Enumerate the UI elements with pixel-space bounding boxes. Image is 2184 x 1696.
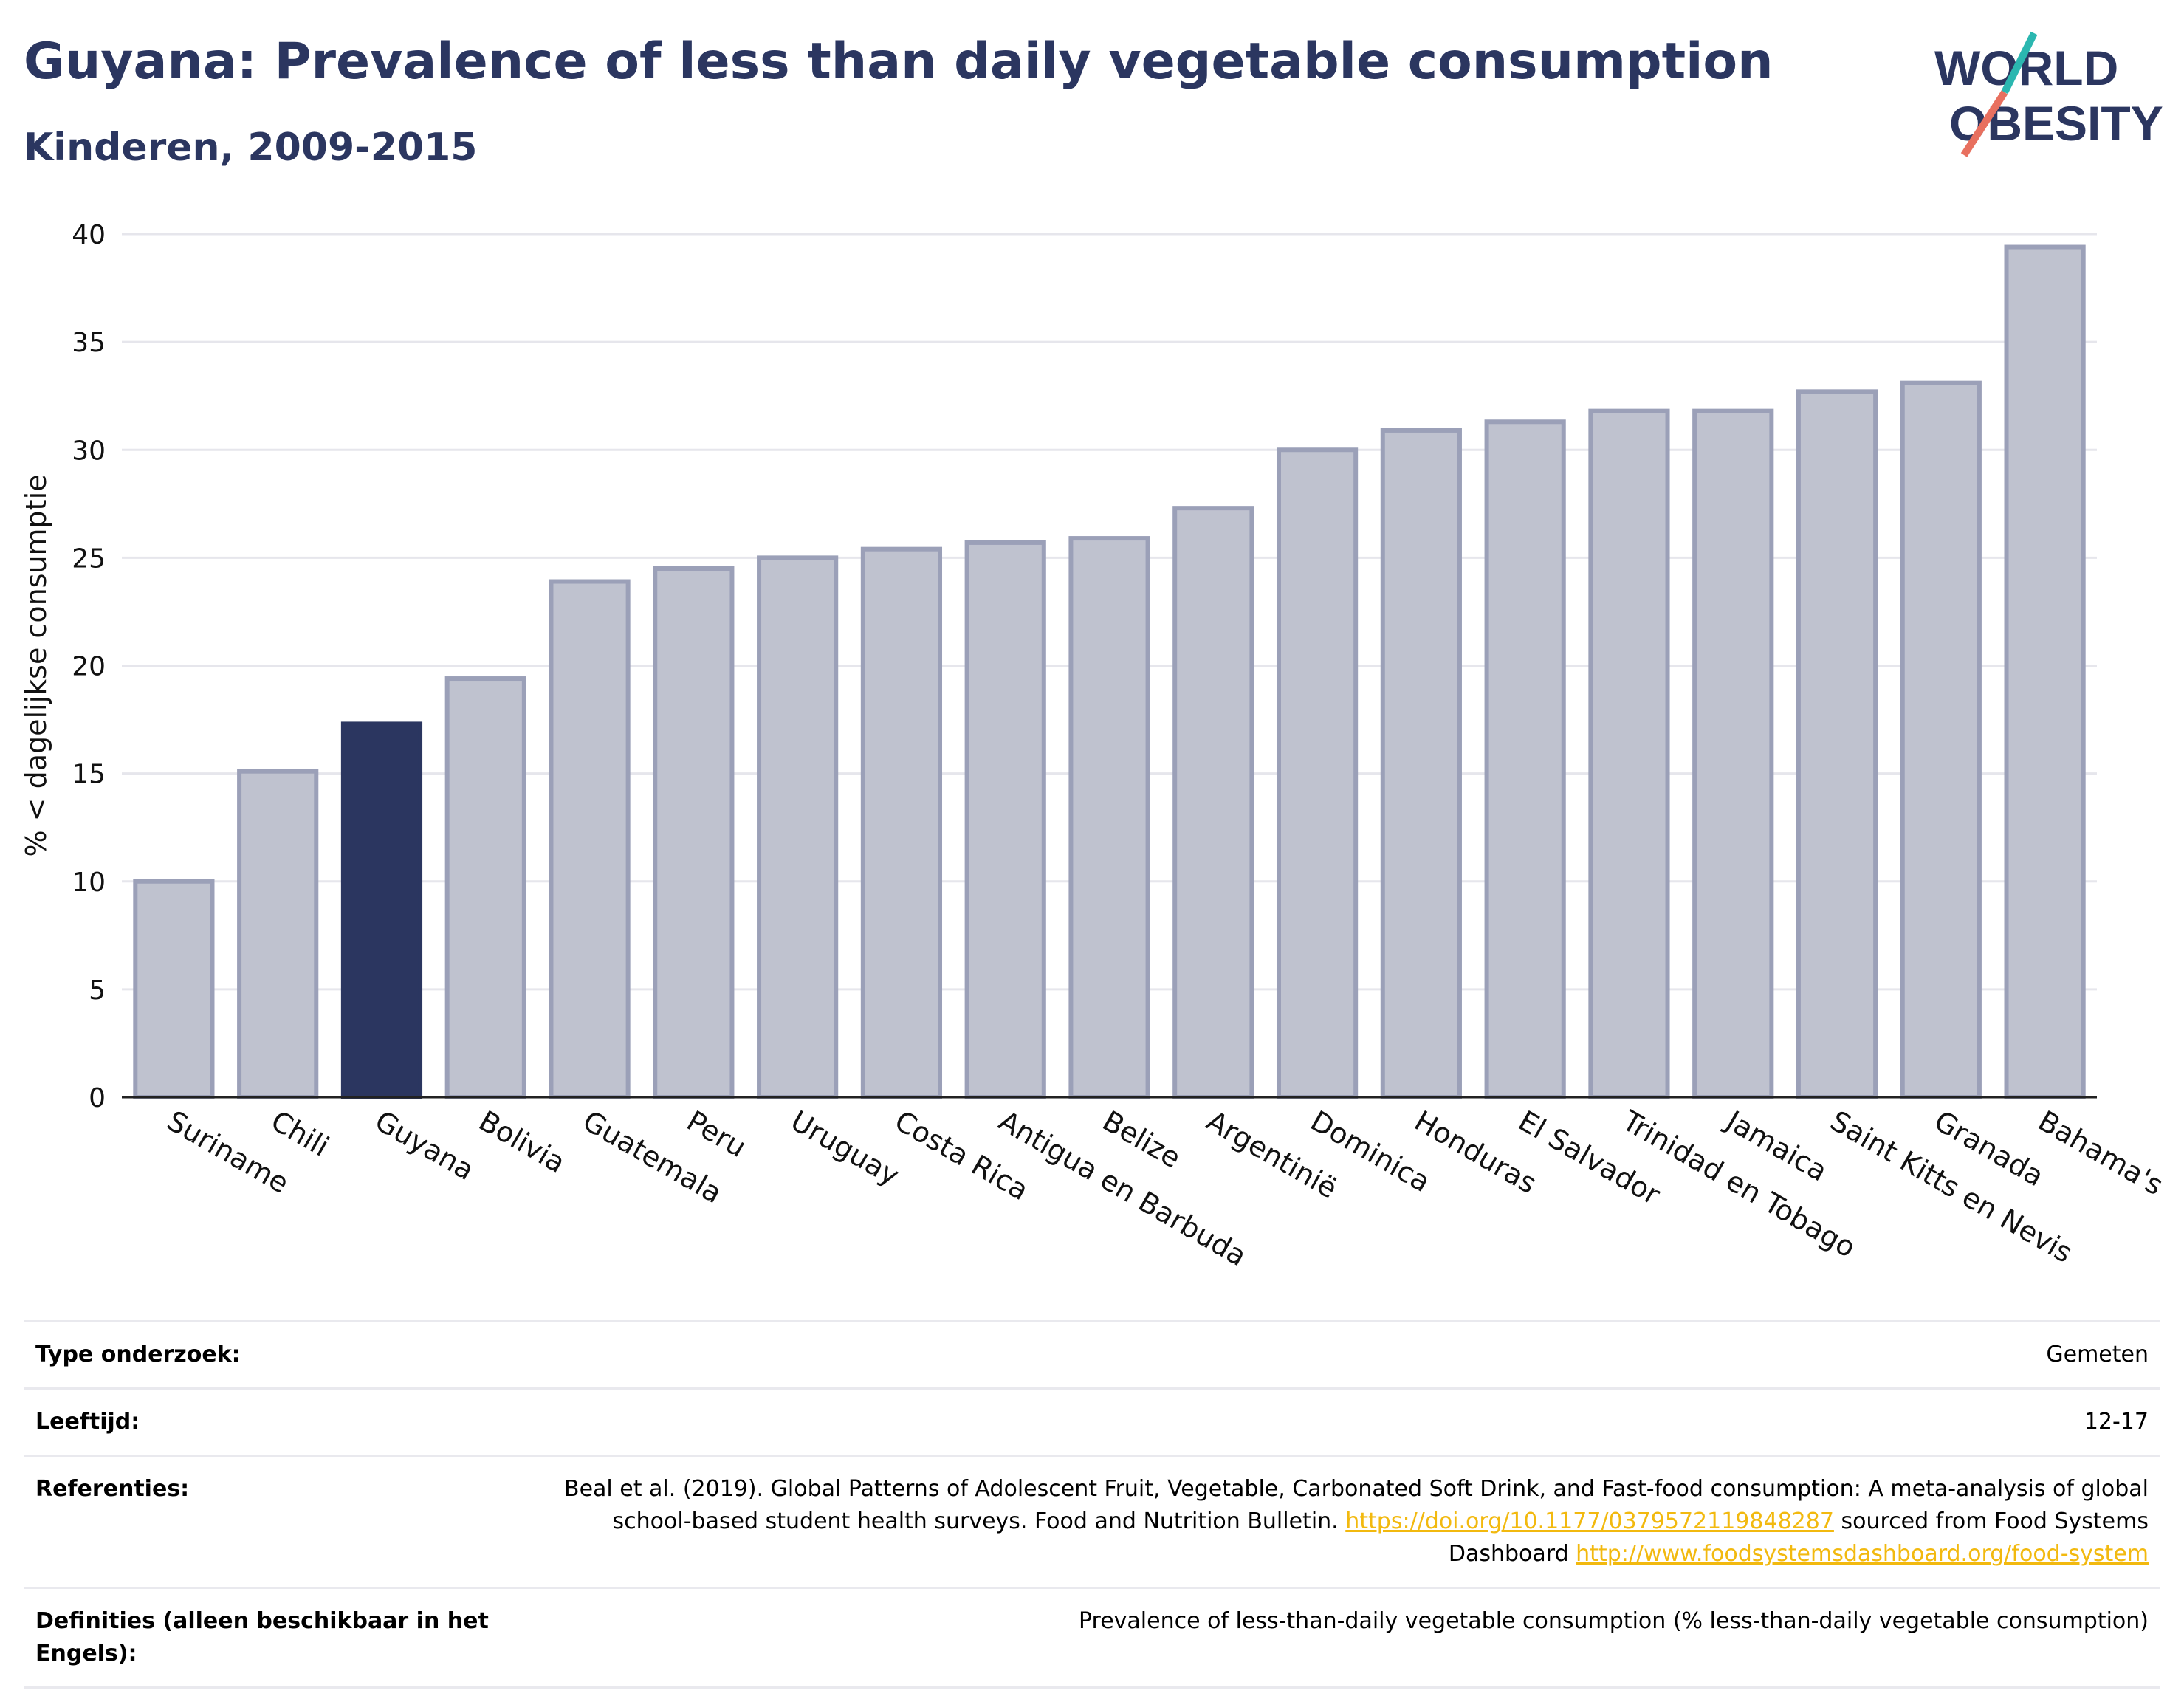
bar-suriname[interactable] bbox=[133, 879, 215, 1099]
y-axis-label: % < dagelijkse consumptie bbox=[20, 474, 52, 856]
bar-guatemala[interactable] bbox=[549, 579, 631, 1099]
bar-uruguay[interactable] bbox=[757, 555, 839, 1099]
x-tick-label: Uruguay bbox=[786, 1105, 905, 1192]
y-tick-label: 20 bbox=[72, 652, 106, 682]
bar-jamaica[interactable] bbox=[1692, 408, 1774, 1099]
meta-row-type: Type onderzoek: Gemeten bbox=[24, 1320, 2160, 1387]
bar-argentini-[interactable] bbox=[1172, 506, 1254, 1100]
metadata-table: Type onderzoek: Gemeten Leeftijd: 12-17 … bbox=[24, 1320, 2160, 1689]
food-systems-dashboard-link[interactable]: http://www.foodsystemsdashboard.org/food… bbox=[1576, 1541, 2149, 1567]
bar-granada[interactable] bbox=[1900, 380, 1982, 1099]
meta-value-type: Gemeten bbox=[2046, 1342, 2149, 1367]
bar-trinidad-en-tobago[interactable] bbox=[1588, 408, 1670, 1099]
reference-text: Beal et al. (2019). Global Patterns of A… bbox=[563, 1476, 2149, 1534]
bars bbox=[133, 244, 2086, 1100]
page-title: Guyana: Prevalence of less than daily ve… bbox=[24, 32, 1773, 91]
meta-value-definitions: Prevalence of less-than-daily vegetable … bbox=[1078, 1608, 2149, 1634]
page-subtitle: Kinderen, 2009-2015 bbox=[24, 126, 478, 170]
y-tick-label: 30 bbox=[72, 436, 106, 466]
bar-el-salvador[interactable] bbox=[1484, 419, 1566, 1099]
reference-text-2: sourced from Food Systems Dashboard bbox=[1448, 1508, 2149, 1567]
bar-guyana[interactable] bbox=[340, 721, 423, 1099]
doi-link[interactable]: https://doi.org/10.1177/0379572119848287 bbox=[1345, 1508, 1834, 1534]
y-tick-label: 25 bbox=[72, 543, 106, 574]
meta-label-age: Leeftijd: bbox=[35, 1409, 140, 1435]
x-tick-label: Bolivia bbox=[473, 1105, 571, 1179]
x-tick-label: Peru bbox=[681, 1105, 752, 1164]
meta-value-references: Beal et al. (2019). Global Patterns of A… bbox=[508, 1473, 2149, 1570]
y-tick-label: 40 bbox=[72, 220, 106, 250]
meta-row-references: Referenties: Beal et al. (2019). Global … bbox=[24, 1455, 2160, 1587]
bar-chili[interactable] bbox=[237, 769, 319, 1099]
y-tick-label: 15 bbox=[72, 760, 106, 790]
bar-antigua-en-barbuda[interactable] bbox=[964, 540, 1046, 1100]
bar-peru[interactable] bbox=[653, 566, 735, 1099]
meta-value-age: 12-17 bbox=[2084, 1409, 2149, 1435]
x-tick-label: Guyana bbox=[369, 1105, 479, 1187]
logo-slash-teal bbox=[2001, 31, 2038, 95]
bar-bahama-s[interactable] bbox=[2004, 244, 2086, 1099]
bar-saint-kitts-en-nevis[interactable] bbox=[1796, 389, 1878, 1099]
bar-belize[interactable] bbox=[1068, 536, 1150, 1099]
bar-costa-rica[interactable] bbox=[860, 546, 943, 1099]
y-tick-label: 10 bbox=[72, 868, 106, 898]
meta-label-definitions: Definities (alleen beschikbaar in het En… bbox=[35, 1608, 489, 1666]
meta-row-definitions: Definities (alleen beschikbaar in het En… bbox=[24, 1587, 2160, 1689]
y-tick-label: 5 bbox=[89, 975, 106, 1006]
meta-label-references: Referenties: bbox=[35, 1476, 190, 1502]
y-axis-ticks: 0 5 10 15 20 25 30 35 40 bbox=[72, 220, 106, 1113]
x-tick-label: Bahama's bbox=[2033, 1105, 2168, 1202]
logo-slash-coral bbox=[1960, 90, 2008, 157]
x-tick-label: Chili bbox=[266, 1105, 334, 1163]
bar-honduras[interactable] bbox=[1380, 428, 1462, 1099]
y-tick-label: 0 bbox=[89, 1083, 106, 1113]
bar-dominica[interactable] bbox=[1276, 447, 1359, 1099]
meta-label-type: Type onderzoek: bbox=[35, 1342, 241, 1367]
meta-row-age: Leeftijd: 12-17 bbox=[24, 1387, 2160, 1455]
world-obesity-logo: WORLD OBESITY bbox=[1934, 31, 2163, 157]
bar-bolivia[interactable] bbox=[444, 676, 526, 1099]
y-tick-label: 35 bbox=[72, 328, 106, 358]
